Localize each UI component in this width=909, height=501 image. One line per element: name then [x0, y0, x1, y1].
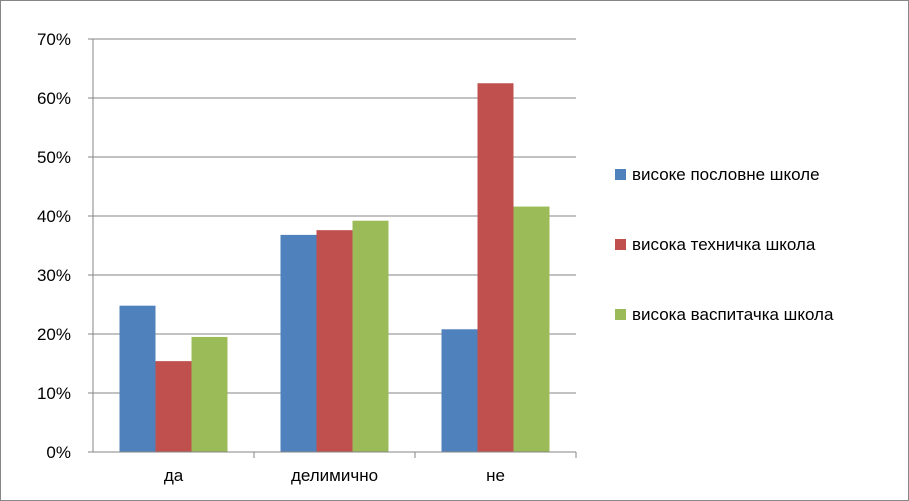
x-tick-label: да — [164, 466, 184, 485]
y-tick-label: 60% — [37, 89, 71, 108]
legend-item-3: висока васпитачка школа — [615, 303, 900, 326]
bar-2-1 — [155, 361, 192, 452]
y-tick-label: 40% — [37, 207, 71, 226]
y-tick-label: 10% — [37, 384, 71, 403]
bar-1-2 — [280, 234, 317, 452]
y-tick-label: 0% — [46, 443, 71, 462]
x-tick-label: делимично — [291, 466, 378, 485]
bar-2-3 — [477, 83, 514, 452]
y-tick-labels: 0% 10% 20% 30% 40% 50% 60% 70% — [37, 30, 71, 462]
y-tick-label: 50% — [37, 148, 71, 167]
legend-label-1: високе пословне школе — [632, 165, 820, 184]
bar-1-3 — [441, 329, 478, 452]
y-tick-label: 70% — [37, 30, 71, 49]
legend-label-2: висока техничка школа — [632, 235, 816, 254]
legend-swatch-1 — [615, 169, 626, 180]
legend-swatch-3 — [615, 309, 626, 320]
axes — [88, 38, 577, 458]
bar-3-3 — [513, 206, 550, 452]
y-tick-label: 30% — [37, 266, 71, 285]
bar-3-1 — [191, 336, 228, 452]
bars — [119, 83, 550, 452]
legend-item-2: висока техничка школа — [615, 233, 900, 256]
bar-3-2 — [352, 220, 389, 452]
legend-label-3: висока васпитачка школа — [632, 305, 834, 324]
legend-swatch-2 — [615, 239, 626, 250]
y-tick-label: 20% — [37, 325, 71, 344]
x-tick-labels: да делимично не — [164, 466, 505, 485]
bar-2-2 — [316, 230, 353, 452]
bar-1-1 — [119, 305, 156, 452]
legend-item-1: високе пословне школе — [615, 163, 900, 186]
x-tick-label: не — [486, 466, 505, 485]
